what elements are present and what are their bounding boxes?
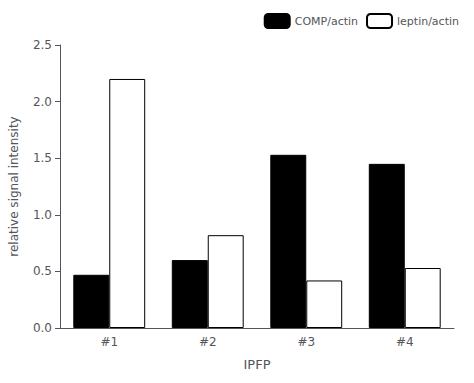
svg-text:relative signal intensity: relative signal intensity [7, 116, 21, 256]
svg-text:0.0: 0.0 [33, 321, 52, 335]
svg-text:2.5: 2.5 [33, 38, 52, 52]
svg-text:leptin/actin: leptin/actin [397, 15, 459, 28]
svg-text:#3: #3 [297, 335, 315, 349]
svg-text:#1: #1 [100, 335, 118, 349]
svg-text:1.0: 1.0 [33, 208, 52, 222]
svg-text:0.5: 0.5 [33, 264, 52, 278]
svg-text:COMP/actin: COMP/actin [295, 15, 358, 28]
svg-text:2.0: 2.0 [33, 95, 52, 109]
svg-text:#2: #2 [199, 335, 217, 349]
svg-text:IPFP: IPFP [244, 357, 271, 372]
svg-text:#4: #4 [396, 335, 414, 349]
svg-text:1.5: 1.5 [33, 151, 52, 165]
